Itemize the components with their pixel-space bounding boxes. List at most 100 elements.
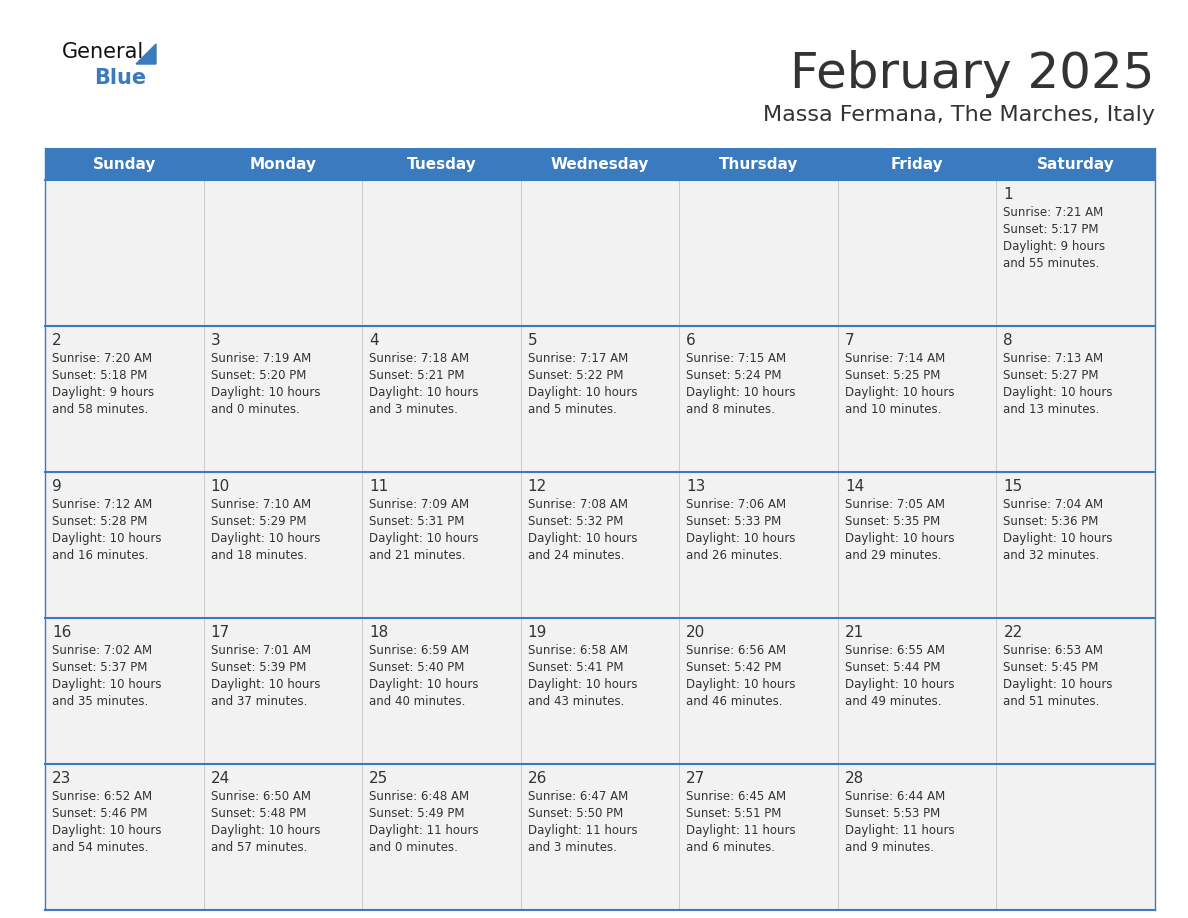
Text: 25: 25 [369,771,388,786]
Text: Sunrise: 7:04 AM
Sunset: 5:36 PM
Daylight: 10 hours
and 32 minutes.: Sunrise: 7:04 AM Sunset: 5:36 PM Dayligh… [1004,498,1113,562]
Bar [680,472,838,618]
Bar [520,326,680,472]
Text: Friday: Friday [891,156,943,172]
Bar [203,618,362,764]
Bar [203,180,362,326]
Bar [203,764,362,910]
Bar [680,148,838,180]
Text: 23: 23 [52,771,71,786]
Bar [997,764,1155,910]
Text: 11: 11 [369,479,388,494]
Text: 28: 28 [845,771,864,786]
Bar [362,764,520,910]
Text: Saturday: Saturday [1037,156,1114,172]
Bar [680,326,838,472]
Bar [680,764,838,910]
Bar [362,148,520,180]
Text: Sunrise: 6:55 AM
Sunset: 5:44 PM
Daylight: 10 hours
and 49 minutes.: Sunrise: 6:55 AM Sunset: 5:44 PM Dayligh… [845,644,954,708]
Text: Sunrise: 7:12 AM
Sunset: 5:28 PM
Daylight: 10 hours
and 16 minutes.: Sunrise: 7:12 AM Sunset: 5:28 PM Dayligh… [52,498,162,562]
Bar [997,472,1155,618]
Text: 8: 8 [1004,333,1013,348]
Text: 24: 24 [210,771,229,786]
Text: Sunrise: 7:19 AM
Sunset: 5:20 PM
Daylight: 10 hours
and 0 minutes.: Sunrise: 7:19 AM Sunset: 5:20 PM Dayligh… [210,352,320,416]
Polygon shape [135,44,156,64]
Text: 15: 15 [1004,479,1023,494]
Text: Sunrise: 6:53 AM
Sunset: 5:45 PM
Daylight: 10 hours
and 51 minutes.: Sunrise: 6:53 AM Sunset: 5:45 PM Dayligh… [1004,644,1113,708]
Text: Sunrise: 6:45 AM
Sunset: 5:51 PM
Daylight: 11 hours
and 6 minutes.: Sunrise: 6:45 AM Sunset: 5:51 PM Dayligh… [687,790,796,854]
Text: Sunrise: 7:13 AM
Sunset: 5:27 PM
Daylight: 10 hours
and 13 minutes.: Sunrise: 7:13 AM Sunset: 5:27 PM Dayligh… [1004,352,1113,416]
Text: 1: 1 [1004,187,1013,202]
Bar [838,618,997,764]
Text: 10: 10 [210,479,229,494]
Text: Wednesday: Wednesday [551,156,649,172]
Text: Monday: Monday [249,156,316,172]
Text: Sunday: Sunday [93,156,156,172]
Bar [520,148,680,180]
Text: Sunrise: 6:59 AM
Sunset: 5:40 PM
Daylight: 10 hours
and 40 minutes.: Sunrise: 6:59 AM Sunset: 5:40 PM Dayligh… [369,644,479,708]
Bar [203,148,362,180]
Text: 5: 5 [527,333,537,348]
Text: 21: 21 [845,625,864,640]
Bar [203,472,362,618]
Text: Sunrise: 7:18 AM
Sunset: 5:21 PM
Daylight: 10 hours
and 3 minutes.: Sunrise: 7:18 AM Sunset: 5:21 PM Dayligh… [369,352,479,416]
Text: Sunrise: 6:48 AM
Sunset: 5:49 PM
Daylight: 11 hours
and 0 minutes.: Sunrise: 6:48 AM Sunset: 5:49 PM Dayligh… [369,790,479,854]
Bar [203,326,362,472]
Text: 7: 7 [845,333,854,348]
Text: Sunrise: 7:09 AM
Sunset: 5:31 PM
Daylight: 10 hours
and 21 minutes.: Sunrise: 7:09 AM Sunset: 5:31 PM Dayligh… [369,498,479,562]
Bar [838,180,997,326]
Text: Sunrise: 7:08 AM
Sunset: 5:32 PM
Daylight: 10 hours
and 24 minutes.: Sunrise: 7:08 AM Sunset: 5:32 PM Dayligh… [527,498,637,562]
Text: Sunrise: 7:15 AM
Sunset: 5:24 PM
Daylight: 10 hours
and 8 minutes.: Sunrise: 7:15 AM Sunset: 5:24 PM Dayligh… [687,352,796,416]
Text: Sunrise: 6:52 AM
Sunset: 5:46 PM
Daylight: 10 hours
and 54 minutes.: Sunrise: 6:52 AM Sunset: 5:46 PM Dayligh… [52,790,162,854]
Bar [45,472,203,618]
Text: Sunrise: 7:20 AM
Sunset: 5:18 PM
Daylight: 9 hours
and 58 minutes.: Sunrise: 7:20 AM Sunset: 5:18 PM Dayligh… [52,352,154,416]
Bar [362,326,520,472]
Bar [997,326,1155,472]
Bar [520,618,680,764]
Bar [45,764,203,910]
Text: Blue: Blue [94,68,146,88]
Text: 26: 26 [527,771,548,786]
Text: 27: 27 [687,771,706,786]
Text: 13: 13 [687,479,706,494]
Bar [997,148,1155,180]
Bar [520,764,680,910]
Bar [997,618,1155,764]
Text: 12: 12 [527,479,546,494]
Bar [45,180,203,326]
Text: Sunrise: 7:17 AM
Sunset: 5:22 PM
Daylight: 10 hours
and 5 minutes.: Sunrise: 7:17 AM Sunset: 5:22 PM Dayligh… [527,352,637,416]
Bar [45,618,203,764]
Text: 16: 16 [52,625,71,640]
Text: 4: 4 [369,333,379,348]
Text: 22: 22 [1004,625,1023,640]
Bar [838,764,997,910]
Text: Tuesday: Tuesday [406,156,476,172]
Text: Sunrise: 7:14 AM
Sunset: 5:25 PM
Daylight: 10 hours
and 10 minutes.: Sunrise: 7:14 AM Sunset: 5:25 PM Dayligh… [845,352,954,416]
Bar [997,180,1155,326]
Bar [45,148,203,180]
Text: Sunrise: 6:47 AM
Sunset: 5:50 PM
Daylight: 11 hours
and 3 minutes.: Sunrise: 6:47 AM Sunset: 5:50 PM Dayligh… [527,790,637,854]
Text: 2: 2 [52,333,62,348]
Bar [838,472,997,618]
Text: 14: 14 [845,479,864,494]
Text: Thursday: Thursday [719,156,798,172]
Bar [362,618,520,764]
Text: 3: 3 [210,333,220,348]
Bar [362,472,520,618]
Text: Sunrise: 7:01 AM
Sunset: 5:39 PM
Daylight: 10 hours
and 37 minutes.: Sunrise: 7:01 AM Sunset: 5:39 PM Dayligh… [210,644,320,708]
Text: 18: 18 [369,625,388,640]
Bar [838,148,997,180]
Text: Sunrise: 6:44 AM
Sunset: 5:53 PM
Daylight: 11 hours
and 9 minutes.: Sunrise: 6:44 AM Sunset: 5:53 PM Dayligh… [845,790,954,854]
Text: Sunrise: 7:05 AM
Sunset: 5:35 PM
Daylight: 10 hours
and 29 minutes.: Sunrise: 7:05 AM Sunset: 5:35 PM Dayligh… [845,498,954,562]
Text: 20: 20 [687,625,706,640]
Text: 9: 9 [52,479,62,494]
Text: Sunrise: 7:06 AM
Sunset: 5:33 PM
Daylight: 10 hours
and 26 minutes.: Sunrise: 7:06 AM Sunset: 5:33 PM Dayligh… [687,498,796,562]
Bar [520,180,680,326]
Bar [520,472,680,618]
Text: 6: 6 [687,333,696,348]
Bar [680,180,838,326]
Text: February 2025: February 2025 [790,50,1155,98]
Text: Sunrise: 7:10 AM
Sunset: 5:29 PM
Daylight: 10 hours
and 18 minutes.: Sunrise: 7:10 AM Sunset: 5:29 PM Dayligh… [210,498,320,562]
Text: 17: 17 [210,625,229,640]
Text: Sunrise: 6:56 AM
Sunset: 5:42 PM
Daylight: 10 hours
and 46 minutes.: Sunrise: 6:56 AM Sunset: 5:42 PM Dayligh… [687,644,796,708]
Bar [680,618,838,764]
